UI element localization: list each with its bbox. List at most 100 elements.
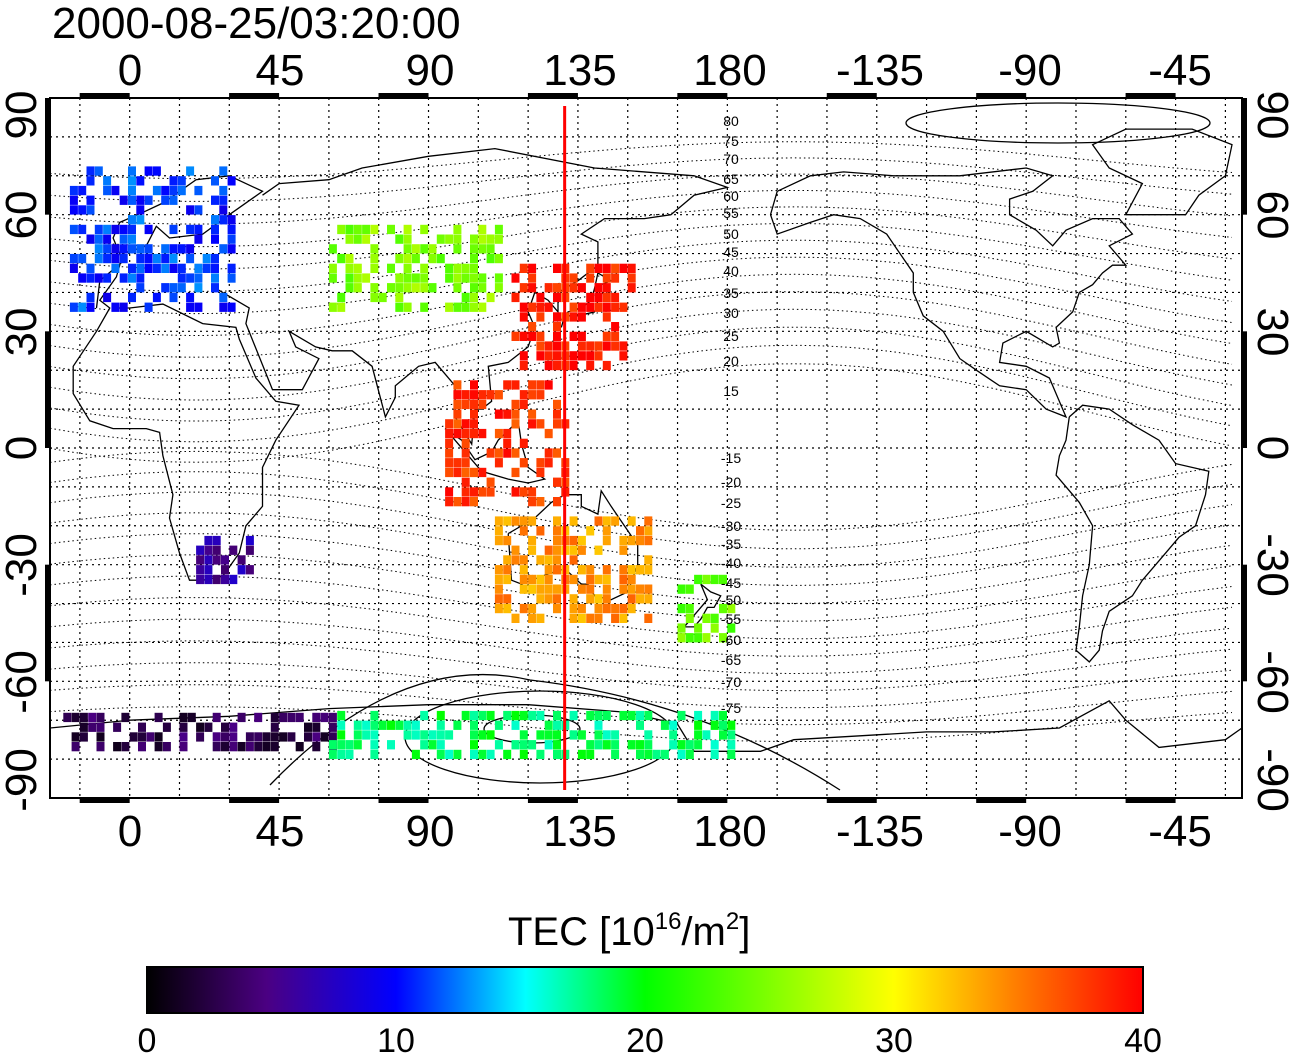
tec-cell xyxy=(395,283,404,293)
tec-cell xyxy=(470,263,478,273)
tec-cell xyxy=(144,224,153,235)
tec-cell xyxy=(594,603,603,614)
contour-label: 55 xyxy=(723,205,739,221)
tec-cell xyxy=(196,732,205,742)
tec-cell xyxy=(128,234,136,244)
tec-cell xyxy=(528,331,537,341)
tec-cell xyxy=(611,613,620,623)
tec-cell xyxy=(470,749,478,760)
bottom-frame-tick xyxy=(677,797,728,803)
tec-cell xyxy=(411,720,420,730)
tec-cell xyxy=(470,399,478,410)
tec-cell xyxy=(486,477,495,487)
tec-cell xyxy=(470,380,478,390)
tec-cell xyxy=(470,409,478,419)
tec-cell xyxy=(370,263,379,273)
tec-cell xyxy=(411,749,420,760)
top-frame-tick xyxy=(229,93,280,99)
tec-cell xyxy=(470,467,478,478)
tec-cell xyxy=(594,263,603,273)
bottom-tick-4: 180 xyxy=(693,807,766,856)
tec-cell xyxy=(370,244,379,254)
tec-cell xyxy=(511,720,520,730)
tec-cell xyxy=(553,594,561,604)
tec-cell xyxy=(128,263,136,273)
tec-cell xyxy=(428,253,437,264)
tec-cell xyxy=(229,574,238,585)
tec-cell xyxy=(453,273,462,283)
tec-cell xyxy=(353,740,362,750)
tec-cell xyxy=(420,710,429,721)
tec-cell xyxy=(337,253,346,264)
tec-cell xyxy=(478,390,487,400)
tec-cell xyxy=(586,574,595,585)
tec-cell xyxy=(395,720,404,730)
tec-cell xyxy=(511,467,520,478)
tec-cell xyxy=(636,565,644,575)
tec-cell xyxy=(453,380,462,390)
tec-cell xyxy=(511,740,520,750)
tec-cell xyxy=(644,535,653,546)
tec-cell xyxy=(229,545,238,555)
tec-cell xyxy=(403,244,412,254)
tec-cell xyxy=(627,574,636,585)
tec-cell xyxy=(470,390,478,400)
tec-cell xyxy=(611,302,620,312)
tec-cell xyxy=(627,535,636,546)
tec-cell xyxy=(611,263,620,273)
tec-cell xyxy=(144,195,153,205)
tec-cell xyxy=(544,594,553,604)
tec-cell xyxy=(103,273,112,283)
tec-cell xyxy=(528,603,537,614)
tec-cell xyxy=(196,545,205,555)
contour-line xyxy=(50,206,1233,270)
tec-cell xyxy=(353,283,362,293)
tec-cell xyxy=(503,438,512,448)
tec-cell xyxy=(594,730,603,740)
contour-label: 60 xyxy=(723,188,739,204)
tec-cell xyxy=(194,302,203,312)
tec-cell xyxy=(453,283,462,293)
tec-cell xyxy=(279,732,288,742)
tec-cell xyxy=(411,244,420,254)
tec-cell xyxy=(528,322,537,332)
right-frame-tick xyxy=(1241,98,1247,215)
tec-cell xyxy=(461,302,470,312)
tec-cell xyxy=(727,623,736,633)
tec-cell xyxy=(378,720,387,730)
top-axis: 0 45 90 135 180 -135 -90 -45 xyxy=(118,46,1212,95)
tec-cell xyxy=(194,224,203,235)
tec-cell xyxy=(553,710,561,721)
asia-coast xyxy=(215,147,730,447)
tec-cell xyxy=(219,215,228,225)
tec-cell xyxy=(494,253,503,264)
tec-cell xyxy=(461,477,470,487)
tec-cell xyxy=(370,292,379,303)
tec-cell xyxy=(96,712,105,723)
tec-cell xyxy=(544,448,553,458)
contour-label: -35 xyxy=(721,536,741,552)
tec-cell xyxy=(428,730,437,740)
tec-cell xyxy=(553,497,561,507)
tec-cell xyxy=(594,351,603,361)
contour-label: 35 xyxy=(723,285,739,301)
tec-cell xyxy=(644,613,653,623)
tec-cell xyxy=(169,253,178,264)
tec-cell xyxy=(470,273,478,283)
tec-cell xyxy=(569,613,578,623)
tec-cell xyxy=(146,732,155,742)
tec-cell xyxy=(544,730,553,740)
tec-cell xyxy=(577,341,586,351)
tec-cell xyxy=(602,292,611,303)
tec-cell xyxy=(219,195,228,205)
tec-cell xyxy=(511,710,520,721)
tec-cell xyxy=(119,273,128,283)
tec-cell xyxy=(211,263,219,273)
tec-cell xyxy=(528,283,537,293)
tec-cell xyxy=(569,516,578,526)
tec-cell xyxy=(179,732,188,742)
tec-cell xyxy=(536,555,545,565)
tec-cell xyxy=(694,710,703,721)
tec-cell xyxy=(453,497,462,507)
tec-cell xyxy=(553,409,561,419)
